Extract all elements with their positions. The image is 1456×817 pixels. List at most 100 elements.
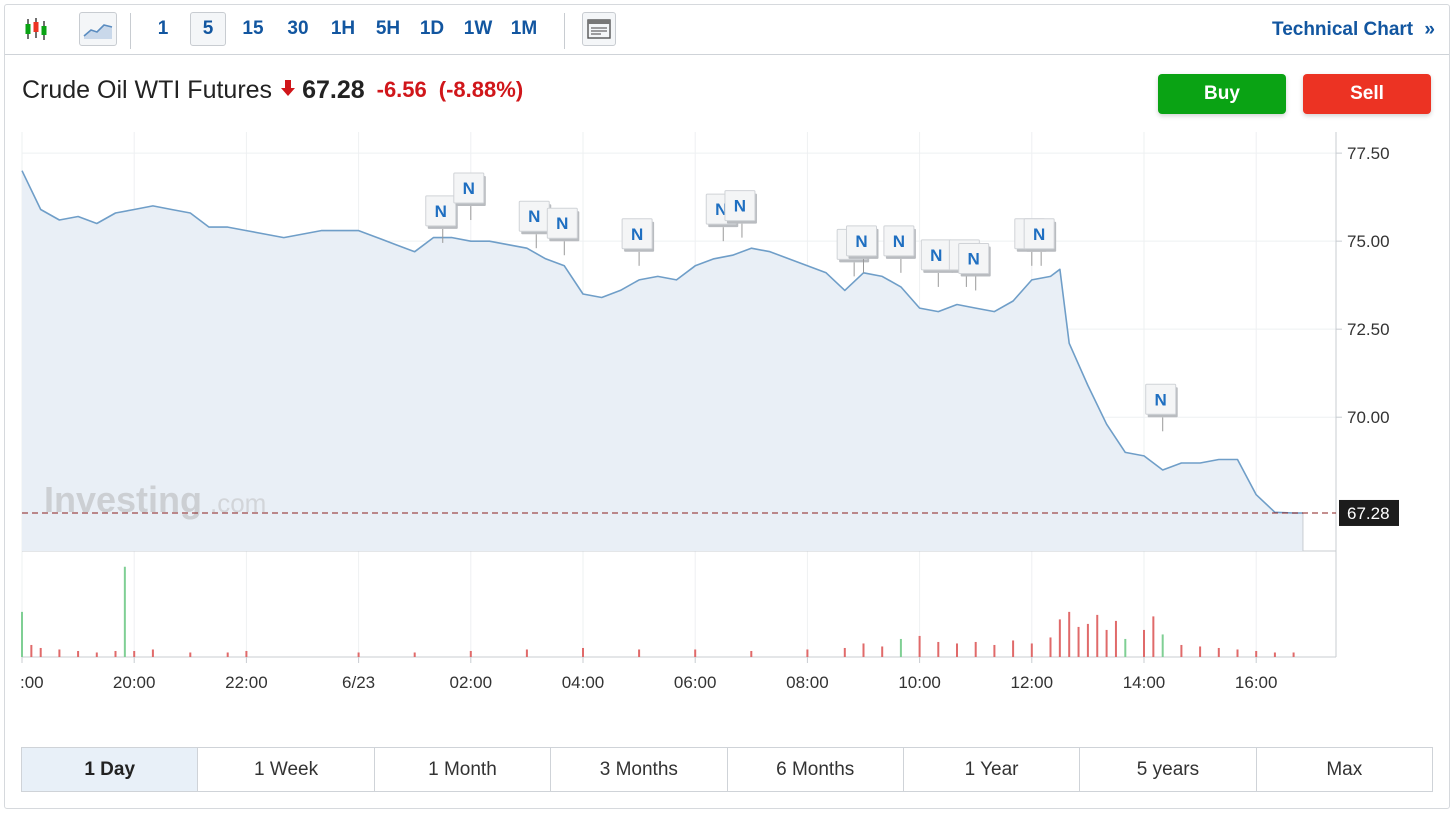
news-marker-label: N (968, 249, 980, 268)
volume-bar (1217, 647, 1220, 657)
volume-bar (189, 652, 192, 657)
news-marker-label: N (556, 214, 568, 233)
news-marker[interactable]: N (453, 172, 486, 221)
interval-1w[interactable]: 1W (463, 18, 493, 39)
volume-bar (151, 649, 154, 657)
news-marker[interactable]: N (425, 195, 458, 243)
x-tick-label: 14:00 (1123, 673, 1166, 692)
interval-15[interactable]: 15 (242, 18, 264, 39)
news-marker[interactable]: N (883, 225, 916, 273)
volume-bar (694, 649, 697, 657)
volume-bar (1105, 629, 1108, 657)
x-tick-label: 04:00 (562, 673, 605, 692)
news-marker[interactable]: N (546, 207, 580, 256)
x-tick-label: 10:00 (898, 673, 941, 692)
news-marker-box (1145, 383, 1177, 415)
price-area (21, 170, 1304, 551)
news-marker-label: N (1155, 390, 1167, 409)
news-marker[interactable]: N (958, 242, 991, 291)
volume-bar (937, 641, 940, 657)
y-tick-label: 72.50 (1347, 320, 1390, 339)
volume-bar (1077, 626, 1080, 657)
interval-30[interactable]: 30 (287, 18, 309, 39)
volume-bar (881, 646, 884, 657)
interval-5[interactable]: 5 (190, 12, 226, 46)
x-tick-label: :00 (20, 673, 44, 692)
volume-bar (1096, 614, 1099, 657)
last-price-badge-label: 67.28 (1347, 504, 1390, 523)
layout-icon[interactable] (582, 12, 616, 46)
interval-1m[interactable]: 1M (510, 18, 538, 39)
range-6-months[interactable]: 6 Months (728, 748, 904, 791)
range-1-week[interactable]: 1 Week (198, 748, 375, 791)
news-marker-box (883, 225, 915, 257)
range-3-months[interactable]: 3 Months (551, 748, 728, 791)
instrument-name: Crude Oil WTI Futures (22, 75, 273, 104)
volume-bar (245, 650, 248, 657)
candlestick-chart-icon[interactable] (19, 12, 53, 46)
x-tick-label: 20:00 (113, 673, 156, 692)
range-1-day[interactable]: 1 Day (22, 748, 199, 791)
range-1-year[interactable]: 1 Year (904, 748, 1081, 791)
volume-bar (469, 650, 472, 657)
news-marker-box (546, 207, 578, 239)
volume-bar (1124, 638, 1127, 657)
news-markers: NNNNNNNNNNNNNNNN (425, 172, 1178, 432)
area-chart-icon[interactable] (79, 12, 117, 46)
news-marker[interactable]: N (1023, 218, 1057, 266)
x-tick-label: 12:00 (1011, 673, 1054, 692)
range-max[interactable]: Max (1326, 758, 1363, 780)
watermark-suffix: .com (210, 488, 266, 518)
volume-bar (974, 641, 977, 657)
volume-bar (357, 652, 360, 657)
news-marker-label: N (463, 179, 475, 198)
range-1-month[interactable]: 1 Month (375, 748, 552, 791)
price-area-fill (22, 170, 1303, 551)
sell-button[interactable]: Sell (1303, 74, 1431, 114)
volume-bar (1012, 640, 1015, 657)
news-marker[interactable]: N (518, 200, 552, 249)
volume-bar (413, 652, 416, 657)
volume-bar (843, 647, 846, 657)
arrow-down-icon (280, 78, 296, 103)
x-tick-label: 16:00 (1235, 673, 1278, 692)
price-change: -6.56 (376, 77, 427, 102)
interval-5h[interactable]: 5H (375, 18, 401, 39)
volume-bar (1086, 623, 1089, 657)
interval-1d[interactable]: 1D (419, 18, 445, 39)
instrument-header: Crude Oil WTI Futures 67.28 -6.56 (-8.88… (22, 72, 523, 108)
news-marker-label: N (435, 202, 447, 221)
interval-1[interactable]: 1 (157, 18, 169, 39)
news-marker[interactable]: N (846, 225, 879, 273)
volume-bar (1255, 650, 1258, 657)
volume-bar (1030, 643, 1033, 657)
news-marker-label: N (631, 225, 643, 244)
news-marker[interactable]: N (920, 239, 954, 287)
news-marker-label: N (893, 232, 905, 251)
volume-bar (77, 650, 80, 657)
news-marker-label: N (528, 207, 540, 226)
buy-button[interactable]: Buy (1158, 74, 1286, 114)
volume-bar (30, 644, 33, 657)
x-tick-label: 02:00 (450, 673, 493, 692)
volume-bar (956, 643, 958, 657)
news-marker[interactable]: N (724, 190, 757, 238)
volume-bar (899, 638, 902, 657)
volume-bar (133, 650, 136, 657)
news-marker-box (846, 225, 877, 257)
news-marker-box (425, 195, 457, 227)
volume-bar (1049, 637, 1052, 657)
volume-bar (1273, 652, 1276, 657)
interval-1h[interactable]: 1H (330, 18, 356, 39)
chart-toolbar: 1 5 15 30 1H 5H 1D 1W 1M Technical Chart… (5, 5, 1449, 55)
x-tick-label: 6/23 (342, 673, 375, 692)
range-5-years[interactable]: 5 years (1080, 748, 1257, 791)
x-tick-label: 22:00 (225, 673, 268, 692)
technical-chart-link[interactable]: Technical Chart » (1272, 19, 1435, 41)
volume-bar (750, 650, 753, 657)
chevron-right-icon: » (1424, 19, 1435, 40)
price-change-percent: (-8.88%) (438, 77, 524, 102)
news-marker[interactable]: N (621, 218, 655, 266)
news-marker[interactable]: N (1145, 383, 1178, 432)
